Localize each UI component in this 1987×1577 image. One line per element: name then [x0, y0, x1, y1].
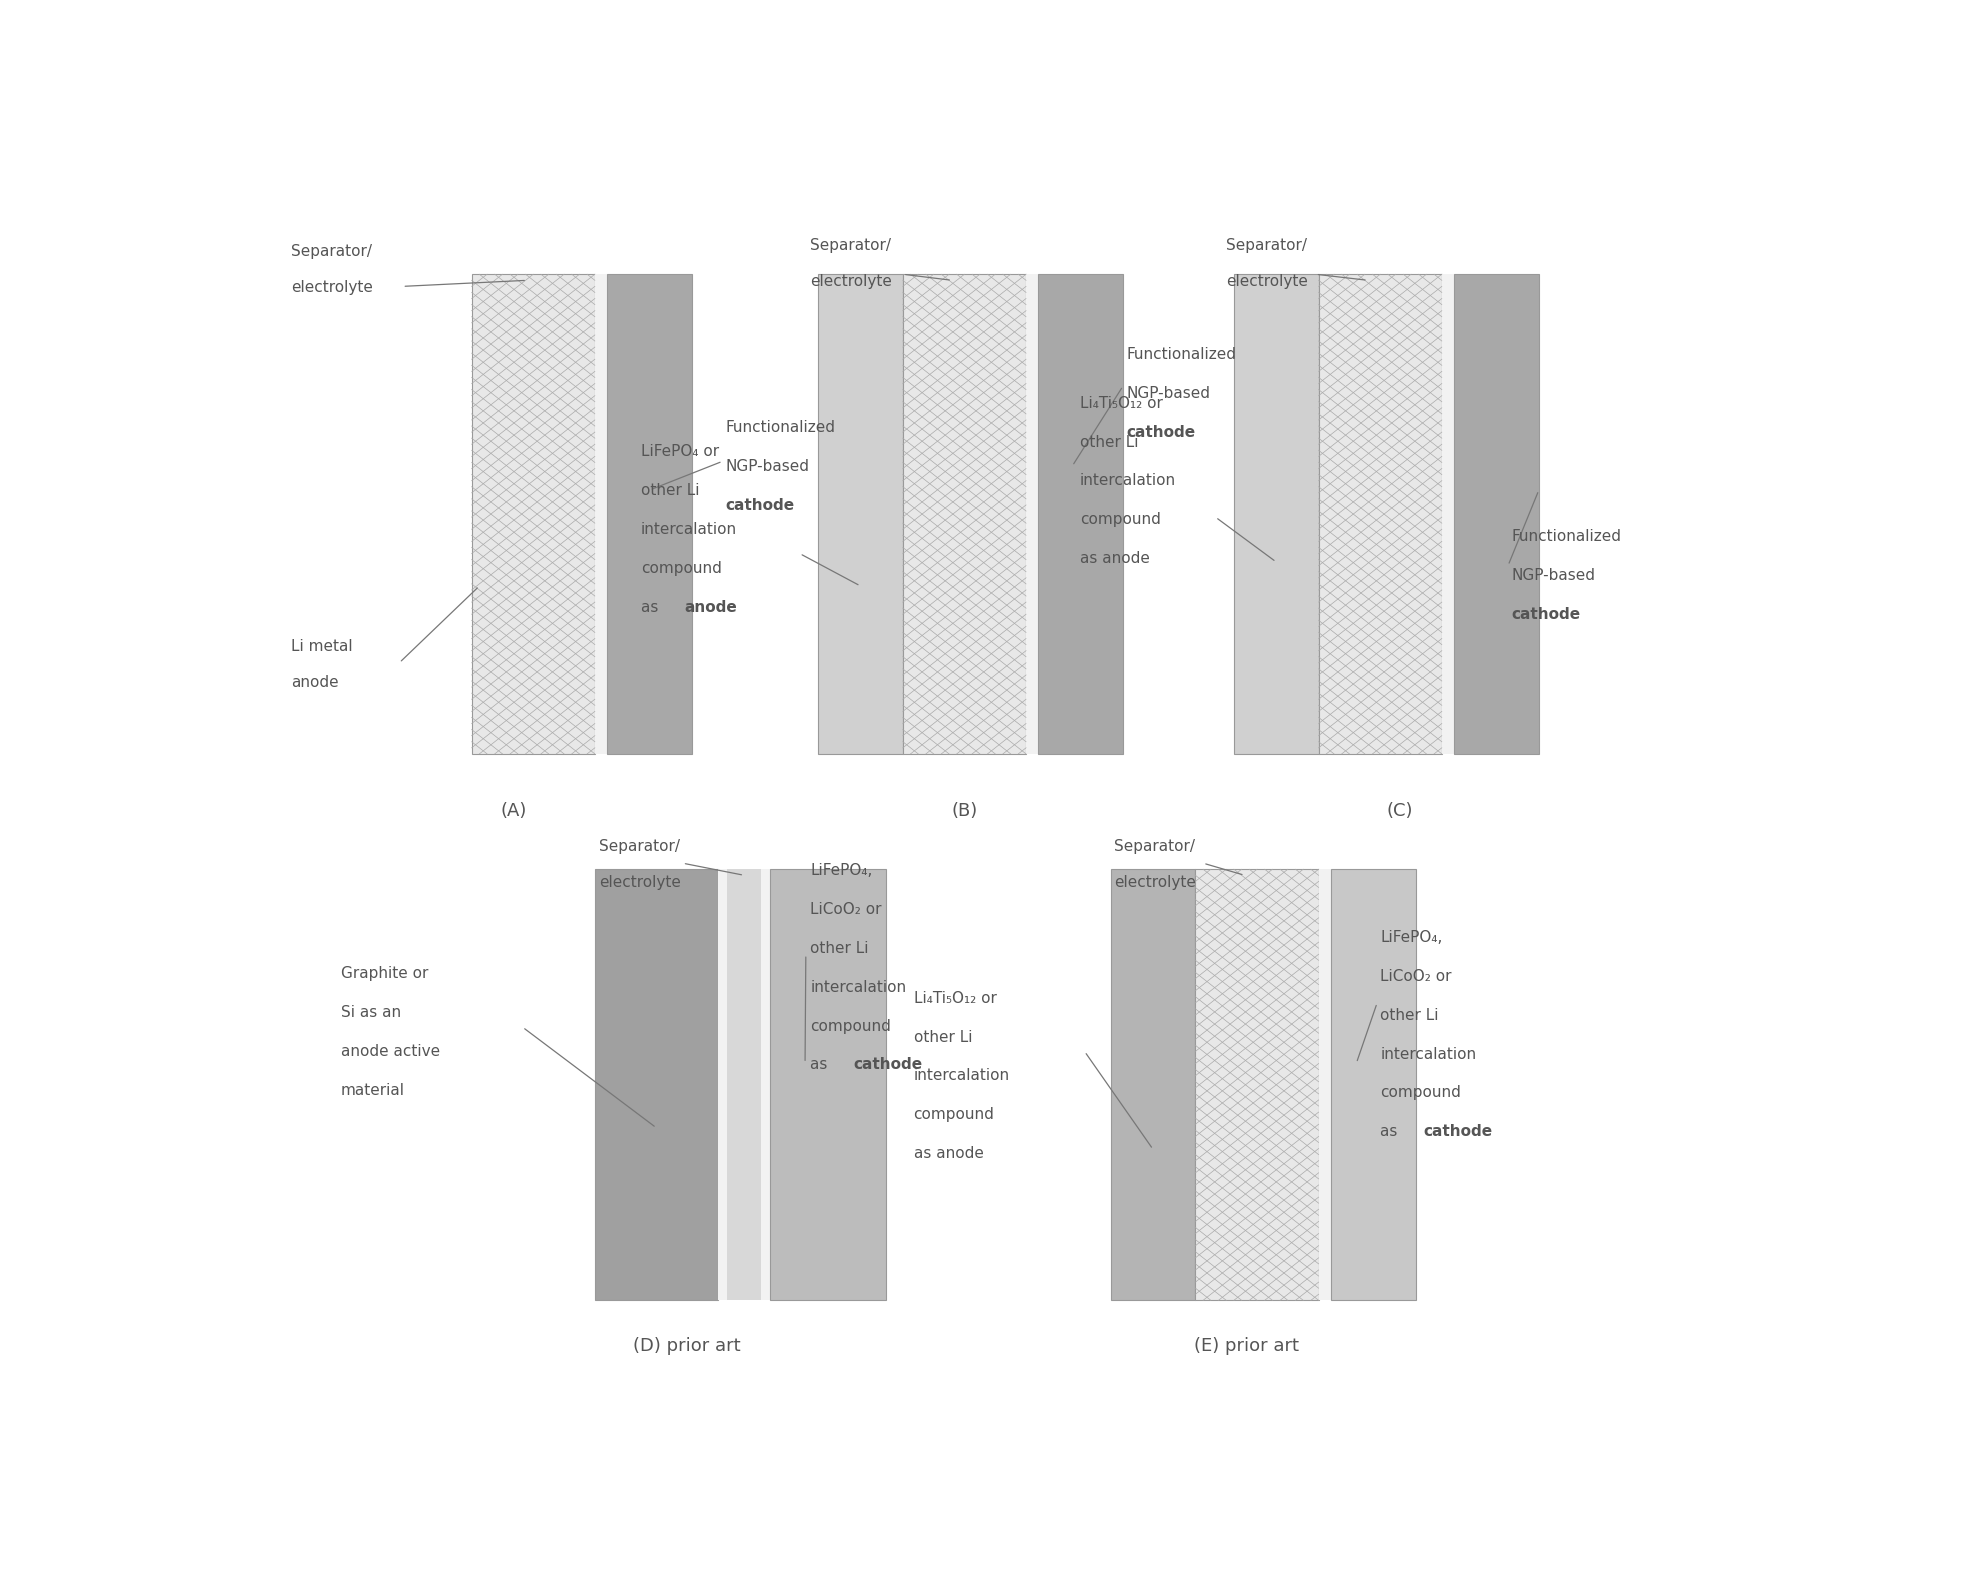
- Text: (E) prior art: (E) prior art: [1194, 1337, 1299, 1355]
- Bar: [1234, 274, 1319, 754]
- Bar: [594, 274, 608, 754]
- Text: intercalation: intercalation: [914, 1068, 1009, 1083]
- Text: cathode: cathode: [1127, 424, 1196, 440]
- Text: Graphite or: Graphite or: [342, 967, 427, 981]
- Text: other Li: other Li: [642, 483, 699, 498]
- Text: Li₄Ti₅O₁₂ or: Li₄Ti₅O₁₂ or: [1081, 396, 1162, 410]
- Text: Separator/: Separator/: [600, 839, 680, 853]
- Bar: [761, 869, 771, 1301]
- Text: intercalation: intercalation: [642, 522, 737, 536]
- Bar: [1443, 274, 1454, 754]
- Bar: [1025, 274, 1039, 754]
- Text: (C): (C): [1387, 803, 1413, 820]
- Text: intercalation: intercalation: [1081, 473, 1176, 489]
- Text: other Li: other Li: [1081, 435, 1139, 449]
- Text: compound: compound: [642, 561, 721, 576]
- Text: (D) prior art: (D) prior art: [634, 1337, 741, 1355]
- Bar: [771, 869, 886, 1301]
- Bar: [717, 869, 727, 1301]
- Text: as anode: as anode: [914, 1146, 984, 1161]
- Text: anode: anode: [684, 599, 737, 615]
- Text: other Li: other Li: [914, 1030, 972, 1044]
- Text: intercalation: intercalation: [1381, 1047, 1476, 1061]
- Text: Separator/: Separator/: [811, 238, 892, 252]
- Text: (A): (A): [501, 803, 527, 820]
- Bar: [727, 869, 761, 1301]
- Text: compound: compound: [1081, 513, 1160, 527]
- Text: Functionalized: Functionalized: [1127, 347, 1236, 363]
- Text: electrolyte: electrolyte: [600, 875, 682, 891]
- Text: compound: compound: [914, 1107, 995, 1123]
- Text: electrolyte: electrolyte: [1115, 875, 1196, 891]
- Text: LiFePO₄,: LiFePO₄,: [1381, 930, 1443, 945]
- Text: compound: compound: [1381, 1085, 1460, 1101]
- Bar: [1196, 869, 1319, 1301]
- Text: LiFePO₄,: LiFePO₄,: [811, 863, 872, 878]
- Bar: [902, 274, 1025, 754]
- Text: cathode: cathode: [1423, 1124, 1492, 1139]
- Text: LiCoO₂ or: LiCoO₂ or: [1381, 968, 1452, 984]
- Text: as: as: [1381, 1124, 1403, 1139]
- Text: anode: anode: [292, 675, 340, 691]
- Text: electrolyte: electrolyte: [811, 274, 892, 289]
- Text: as anode: as anode: [1081, 550, 1150, 566]
- Text: NGP-based: NGP-based: [1510, 568, 1596, 583]
- Text: cathode: cathode: [725, 498, 795, 513]
- Text: compound: compound: [811, 1019, 892, 1033]
- Text: LiCoO₂ or: LiCoO₂ or: [811, 902, 882, 918]
- Text: electrolyte: electrolyte: [292, 281, 374, 295]
- Bar: [819, 274, 902, 754]
- Text: electrolyte: electrolyte: [1226, 274, 1307, 289]
- Bar: [608, 274, 691, 754]
- Text: Functionalized: Functionalized: [725, 419, 837, 435]
- Text: Separator/: Separator/: [292, 244, 372, 259]
- Text: material: material: [342, 1083, 405, 1098]
- Text: Separator/: Separator/: [1226, 238, 1307, 252]
- Text: Functionalized: Functionalized: [1510, 530, 1621, 544]
- Text: Li metal: Li metal: [292, 639, 354, 653]
- Text: Separator/: Separator/: [1115, 839, 1194, 853]
- Bar: [1319, 274, 1443, 754]
- Text: Li₄Ti₅O₁₂ or: Li₄Ti₅O₁₂ or: [914, 990, 997, 1006]
- Bar: [594, 869, 717, 1301]
- Text: cathode: cathode: [1510, 607, 1580, 621]
- Text: anode active: anode active: [342, 1044, 439, 1060]
- Text: as: as: [811, 1058, 833, 1072]
- Bar: [1319, 869, 1331, 1301]
- Text: NGP-based: NGP-based: [725, 459, 811, 473]
- Text: intercalation: intercalation: [811, 979, 906, 995]
- Bar: [1331, 869, 1415, 1301]
- Text: (B): (B): [952, 803, 978, 820]
- Text: NGP-based: NGP-based: [1127, 386, 1210, 401]
- Bar: [1111, 869, 1196, 1301]
- Text: as: as: [642, 599, 664, 615]
- Text: cathode: cathode: [854, 1058, 922, 1072]
- Bar: [471, 274, 594, 754]
- Text: other Li: other Li: [1381, 1008, 1439, 1022]
- Bar: [1454, 274, 1538, 754]
- Text: Si as an: Si as an: [342, 1005, 401, 1020]
- Text: other Li: other Li: [811, 941, 868, 956]
- Bar: [1039, 274, 1123, 754]
- Text: LiFePO₄ or: LiFePO₄ or: [642, 445, 719, 459]
